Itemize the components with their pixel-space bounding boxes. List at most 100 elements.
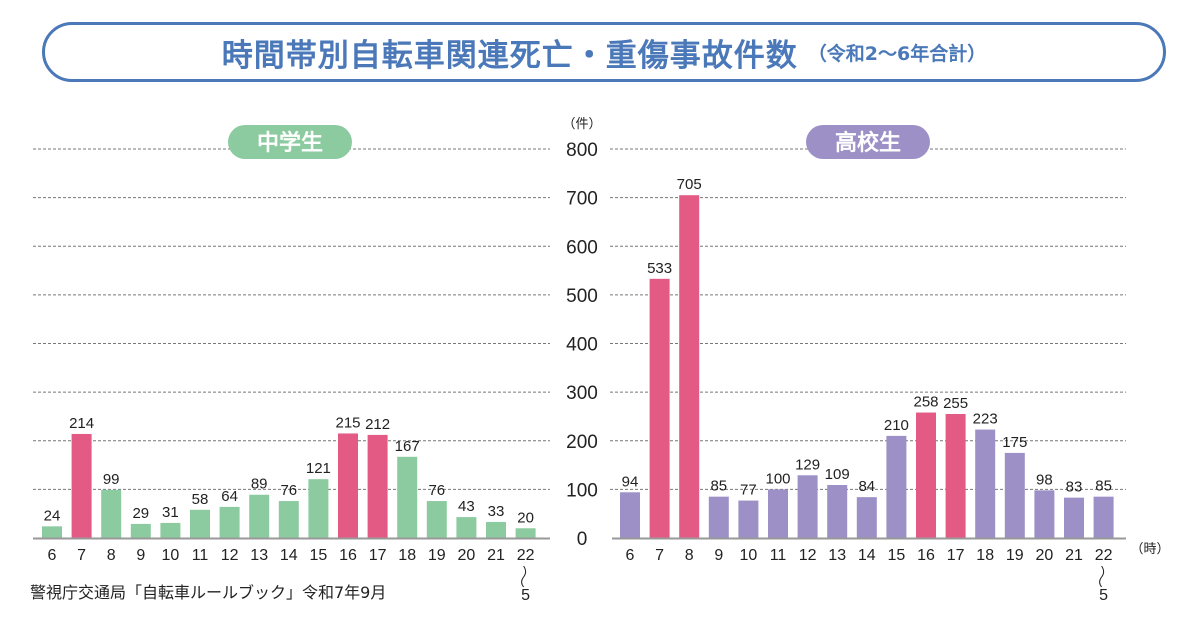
x-tick-label: 5 bbox=[521, 587, 530, 604]
x-tick-label: 11 bbox=[770, 547, 787, 564]
bar-6 bbox=[42, 526, 62, 538]
data-label: 99 bbox=[103, 471, 120, 488]
range-tilde-icon bbox=[521, 565, 527, 588]
bar-11 bbox=[190, 509, 210, 538]
x-tick-label: 21 bbox=[1065, 547, 1083, 564]
x-tick-label: 9 bbox=[714, 547, 723, 564]
data-label: 533 bbox=[647, 260, 672, 277]
bar-21 bbox=[1064, 497, 1084, 538]
x-tick-label: 13 bbox=[250, 547, 268, 564]
data-label: 109 bbox=[825, 466, 850, 483]
y-tick-label: 100 bbox=[566, 480, 598, 501]
data-label: 33 bbox=[488, 503, 505, 520]
data-label: 29 bbox=[132, 505, 149, 522]
x-tick-label: 18 bbox=[976, 547, 994, 564]
x-tick-label: 12 bbox=[799, 547, 817, 564]
bar-14 bbox=[278, 501, 299, 538]
bar-8 bbox=[101, 489, 122, 538]
data-label: 210 bbox=[884, 417, 909, 434]
x-tick-label: 12 bbox=[221, 547, 239, 564]
series-label: 高校生 bbox=[835, 130, 901, 156]
range-tilde-icon bbox=[1099, 565, 1105, 588]
x-tick-label: 19 bbox=[428, 547, 446, 564]
bar-21 bbox=[486, 521, 506, 538]
bar-22〜5 bbox=[515, 528, 536, 538]
bar-16 bbox=[338, 433, 358, 538]
x-tick-label: 14 bbox=[280, 547, 298, 564]
bar-9 bbox=[130, 523, 151, 538]
x-tick-label: 6 bbox=[48, 547, 57, 564]
chart-title: 時間帯別自転車関連死亡・重傷事故件数 bbox=[221, 37, 798, 74]
x-axis-unit: （時） bbox=[1130, 542, 1169, 557]
x-tick-label: 6 bbox=[626, 547, 635, 564]
bar-11 bbox=[768, 489, 788, 538]
x-tick-label: 20 bbox=[1036, 547, 1054, 564]
data-label: 89 bbox=[251, 476, 268, 493]
data-label: 215 bbox=[335, 414, 360, 431]
data-label: 43 bbox=[458, 498, 475, 515]
x-tick-label: 20 bbox=[458, 547, 476, 564]
data-label: 58 bbox=[192, 491, 209, 508]
x-tick-label: 13 bbox=[828, 547, 846, 564]
x-tick-label: 9 bbox=[136, 547, 145, 564]
y-tick-label: 700 bbox=[566, 189, 598, 210]
bar-15 bbox=[308, 479, 329, 538]
data-label: 258 bbox=[913, 394, 938, 411]
bar-17 bbox=[367, 434, 388, 538]
bar-8 bbox=[679, 195, 700, 538]
bar-13 bbox=[249, 494, 270, 538]
series-badge bbox=[228, 125, 352, 159]
data-label: 85 bbox=[710, 478, 727, 495]
data-label: 76 bbox=[280, 482, 297, 499]
x-tick-label: 17 bbox=[369, 547, 387, 564]
bar-13 bbox=[827, 484, 848, 538]
bar-20 bbox=[1034, 490, 1055, 538]
data-label: 76 bbox=[428, 482, 445, 499]
data-label: 98 bbox=[1036, 471, 1053, 488]
data-label: 705 bbox=[677, 176, 702, 193]
bar-7 bbox=[71, 433, 92, 538]
y-tick-label: 0 bbox=[577, 529, 588, 550]
y-tick-label: 800 bbox=[566, 140, 598, 161]
x-tick-label: 8 bbox=[107, 547, 116, 564]
data-label: 121 bbox=[306, 460, 331, 477]
bar-7 bbox=[649, 278, 670, 538]
bar-12 bbox=[219, 506, 240, 538]
data-label: 214 bbox=[69, 415, 94, 432]
chart-subtitle: （令和2〜6年合計） bbox=[807, 42, 987, 65]
data-label: 94 bbox=[622, 473, 639, 490]
title-box: 時間帯別自転車関連死亡・重傷事故件数 （令和2〜6年合計） bbox=[42, 22, 1166, 82]
x-tick-label: 10 bbox=[162, 547, 180, 564]
data-label: 31 bbox=[162, 504, 179, 521]
bar-18 bbox=[975, 429, 996, 538]
x-tick-label: 14 bbox=[858, 547, 876, 564]
x-tick-label: 21 bbox=[487, 547, 505, 564]
y-tick-label: 200 bbox=[566, 432, 598, 453]
x-tick-label: 7 bbox=[77, 547, 86, 564]
data-label: 83 bbox=[1066, 479, 1083, 496]
bar-14 bbox=[856, 497, 877, 538]
x-tick-label: 7 bbox=[655, 547, 664, 564]
bar-18 bbox=[397, 456, 418, 538]
x-tick-label: 22 bbox=[517, 547, 535, 564]
x-tick-label: 15 bbox=[310, 547, 328, 564]
y-tick-label: 500 bbox=[566, 286, 598, 307]
x-tick-label: 5 bbox=[1099, 587, 1108, 604]
x-tick-label: 11 bbox=[192, 547, 209, 564]
data-label: 223 bbox=[973, 411, 998, 428]
data-label: 129 bbox=[795, 456, 820, 473]
bar-10 bbox=[738, 500, 759, 538]
series-badge bbox=[806, 125, 930, 159]
data-label: 255 bbox=[943, 395, 968, 412]
x-tick-label: 8 bbox=[685, 547, 694, 564]
y-tick-label: 600 bbox=[566, 237, 598, 258]
x-tick-label: 10 bbox=[740, 547, 758, 564]
bar-19 bbox=[1004, 452, 1025, 538]
data-label: 24 bbox=[44, 507, 61, 524]
data-label: 85 bbox=[1095, 478, 1112, 495]
source-note: 警視庁交通局「自転車ルールブック」令和7年9月 bbox=[30, 583, 386, 602]
data-label: 212 bbox=[365, 416, 390, 433]
data-label: 100 bbox=[765, 470, 790, 487]
